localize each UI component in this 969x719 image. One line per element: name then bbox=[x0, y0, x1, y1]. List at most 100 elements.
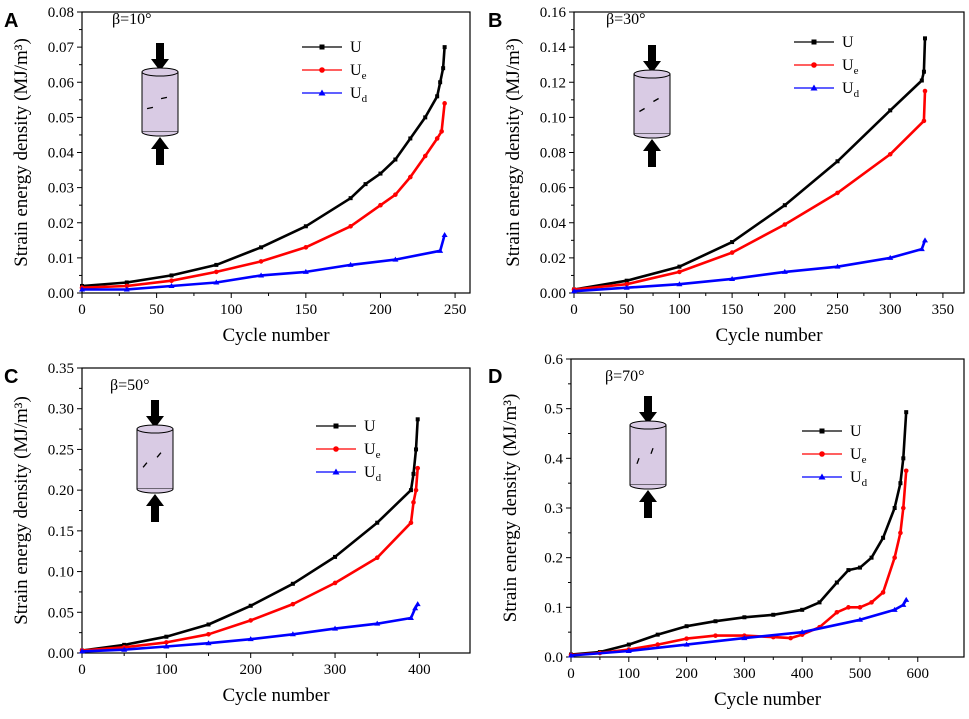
data-point-ud bbox=[79, 648, 85, 654]
data-point-u bbox=[846, 568, 851, 573]
data-point-u bbox=[414, 447, 419, 452]
y-tick-label: 0.02 bbox=[540, 251, 566, 267]
data-point-u bbox=[393, 157, 398, 162]
data-point-u bbox=[333, 554, 338, 559]
data-point-ud bbox=[441, 232, 448, 238]
data-point-ud bbox=[414, 601, 421, 607]
x-tick-label: 400 bbox=[408, 662, 431, 678]
cylinder-body bbox=[629, 424, 667, 486]
data-point-ud bbox=[168, 282, 175, 288]
panel-letter: A bbox=[4, 10, 18, 32]
data-point-u bbox=[206, 622, 211, 627]
y-axis-label: Strain energy density (MJ/m³) bbox=[11, 38, 32, 267]
data-point-ud bbox=[79, 286, 85, 292]
data-point-ud bbox=[900, 601, 907, 607]
x-tick-label: 100 bbox=[220, 302, 243, 318]
cylinder-bottom bbox=[136, 488, 174, 494]
plot-frame bbox=[573, 11, 965, 294]
data-point-ue bbox=[903, 468, 909, 474]
data-point-ue bbox=[248, 618, 253, 623]
chart-panel-c: C 0 100 200 300 400 0.00 0.05 0.10 0.15 0.20 0.25 0.… bbox=[4, 361, 471, 706]
chart-panel-a: A 0 50 100 150 200 250 0.00 0.01 0.02 0.03 0.04 0.05… bbox=[4, 5, 471, 346]
data-point-ud bbox=[163, 643, 170, 649]
data-point-ue bbox=[408, 174, 413, 180]
data-point-ue bbox=[303, 245, 309, 250]
legend-subscript: d bbox=[854, 88, 860, 100]
data-point-ud bbox=[571, 288, 577, 294]
crack-line bbox=[636, 457, 640, 465]
y-tick-label: 0.2 bbox=[544, 551, 563, 567]
data-point-ue bbox=[713, 633, 718, 638]
x-tick-label: 50 bbox=[149, 302, 164, 318]
legend-marker-ud bbox=[318, 89, 326, 96]
data-point-ud bbox=[123, 286, 130, 292]
x-axis-label: Cycle number bbox=[714, 689, 822, 710]
data-point-u bbox=[904, 410, 909, 415]
x-tick-label: 300 bbox=[324, 662, 347, 678]
x-tick-label: 0 bbox=[78, 302, 86, 318]
y-tick-label: 0.05 bbox=[48, 110, 74, 126]
legend-subscript: e bbox=[376, 449, 381, 461]
data-point-u bbox=[415, 417, 420, 422]
chart-panel-b: B 0 50 100 150 200 250 300 350 0.00 0.02 0.04 0.06 0.… bbox=[488, 5, 965, 346]
y-tick-label: 0.6 bbox=[544, 352, 563, 368]
y-tick-label: 0.35 bbox=[48, 361, 74, 377]
top-arrow-head bbox=[146, 416, 164, 428]
cylinder-bottom bbox=[141, 131, 179, 137]
data-point-ud bbox=[887, 254, 894, 260]
panel-letter: B bbox=[488, 10, 502, 32]
data-point-u bbox=[124, 280, 129, 285]
specimen-illustration bbox=[136, 400, 174, 522]
data-point-ue bbox=[677, 269, 682, 275]
x-tick-label: 250 bbox=[444, 302, 467, 318]
data-point-u bbox=[348, 196, 353, 201]
data-point-ud bbox=[683, 641, 690, 647]
cylinder-body bbox=[141, 71, 179, 133]
y-tick-label: 0.10 bbox=[540, 110, 566, 126]
cylinder-body bbox=[633, 73, 671, 135]
legend-marker-u bbox=[819, 428, 825, 434]
x-tick-label: 50 bbox=[619, 302, 634, 318]
series-line-ue bbox=[81, 103, 446, 289]
legend-marker-u bbox=[319, 44, 325, 50]
legend-marker-u bbox=[333, 423, 339, 429]
data-point-u bbox=[408, 488, 413, 493]
legend-marker-ue bbox=[811, 62, 817, 68]
bottom-arrow-head bbox=[146, 494, 164, 506]
y-tick-label: 0.05 bbox=[48, 605, 74, 621]
data-point-u bbox=[655, 632, 660, 637]
series-line-u bbox=[81, 419, 419, 652]
legend-label-ue: Ue bbox=[364, 441, 381, 461]
data-point-ue bbox=[834, 610, 840, 615]
data-point-u bbox=[921, 69, 926, 74]
data-point-ud bbox=[623, 284, 630, 290]
data-point-ue bbox=[887, 151, 893, 157]
data-point-u bbox=[834, 580, 839, 585]
x-tick-label: 100 bbox=[618, 666, 641, 682]
legend-marker-ue bbox=[319, 67, 325, 73]
legend-label-u: U bbox=[842, 34, 854, 51]
data-point-u bbox=[259, 245, 264, 250]
panel-letter: C bbox=[4, 366, 18, 388]
data-point-ue bbox=[374, 555, 380, 561]
top-arrow-head bbox=[639, 412, 657, 424]
data-point-ue bbox=[901, 505, 906, 511]
y-tick-label: 0.04 bbox=[540, 216, 567, 232]
data-point-ud bbox=[922, 237, 928, 243]
cylinder-bottom bbox=[629, 484, 667, 490]
data-point-ud bbox=[918, 246, 925, 252]
bottom-arrow-shaft bbox=[151, 506, 159, 522]
data-point-u bbox=[122, 642, 127, 647]
data-point-ue bbox=[214, 269, 219, 275]
data-point-u bbox=[782, 203, 787, 208]
data-point-ud bbox=[625, 648, 632, 654]
x-tick-label: 200 bbox=[774, 302, 797, 318]
data-point-u bbox=[742, 615, 747, 620]
data-point-ud bbox=[781, 268, 788, 274]
crack-line bbox=[146, 106, 154, 110]
legend-label-ud: Ud bbox=[350, 85, 368, 105]
data-point-u bbox=[303, 224, 308, 229]
y-tick-label: 0.25 bbox=[48, 442, 74, 458]
beta-label: β=30° bbox=[606, 11, 646, 28]
legend-label-ud: Ud bbox=[842, 80, 860, 100]
